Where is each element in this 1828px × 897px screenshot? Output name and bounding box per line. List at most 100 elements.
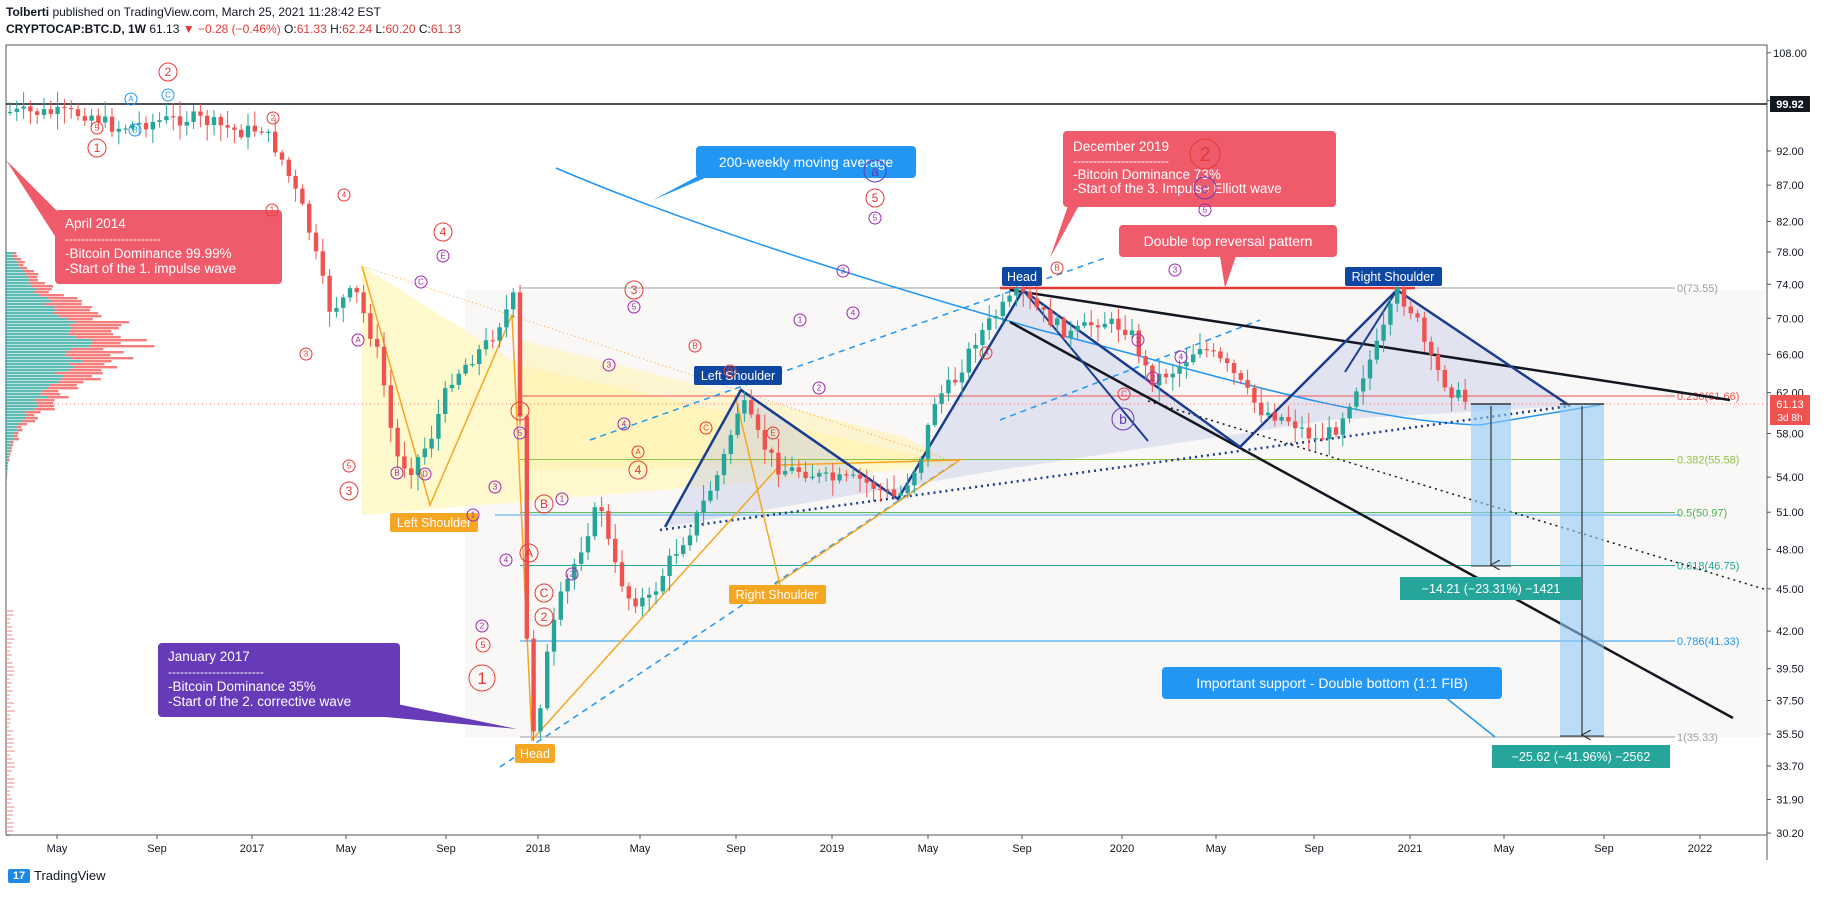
wave-text: a <box>871 163 879 179</box>
wave-label: B <box>534 494 554 514</box>
wave-label: 5 <box>868 211 882 225</box>
head1-label: Head <box>515 744 555 763</box>
volume-bar-tail <box>6 786 14 788</box>
wave-circle <box>565 567 579 581</box>
candle-body <box>191 111 196 123</box>
volume-bar-tail <box>6 638 15 640</box>
wave-label: C <box>534 583 554 603</box>
wave-circle <box>158 62 178 82</box>
wave-circle <box>602 358 616 372</box>
wave-circle <box>628 460 648 480</box>
wave-circle <box>627 300 641 314</box>
volume-bar-tail <box>6 782 15 784</box>
wave-circle <box>390 466 404 480</box>
candle-body <box>327 275 332 312</box>
volume-bar-tail <box>6 706 11 708</box>
wave-text: 5 <box>632 303 637 312</box>
volume-bar-down <box>36 288 52 291</box>
candle-body <box>1401 286 1407 307</box>
wave-label: 2 <box>1146 371 1160 385</box>
candle-body <box>817 472 822 477</box>
candle-body <box>517 292 523 417</box>
hs-right-leg <box>1344 289 1398 373</box>
volume-bar-down <box>6 474 8 477</box>
wave-circle <box>468 664 496 692</box>
volume-bar-up <box>6 333 69 336</box>
volume-bar-tail <box>6 654 12 656</box>
author-name[interactable]: Tolberti <box>6 5 50 19</box>
wave-circle <box>534 583 554 603</box>
candle-body <box>681 545 686 554</box>
candle-body <box>701 500 706 513</box>
wave-text: E <box>770 429 775 438</box>
wave-label: D <box>418 467 432 481</box>
wave-text: 3 <box>607 361 612 370</box>
wave-text: B <box>394 469 399 478</box>
wave-text: 3 <box>346 484 353 498</box>
candle-body <box>1429 341 1434 355</box>
candle-body <box>239 129 244 138</box>
price-tick-label: 66.00 <box>1776 349 1804 361</box>
candle-body <box>1102 323 1107 328</box>
candle-body <box>687 535 693 546</box>
wave-text: C <box>703 424 709 433</box>
volume-bar-down <box>29 279 38 282</box>
candle-body <box>1299 427 1305 429</box>
volume-bar-up <box>6 456 9 459</box>
price-axis[interactable]: 108.00 99.92 92.00 87.00 82.00 78.00 74.00 70.0… <box>1767 48 1807 840</box>
wave-text: B <box>1054 264 1059 273</box>
candle-body <box>633 598 638 607</box>
candle-body <box>545 651 550 709</box>
candle-body <box>1197 349 1203 355</box>
volume-bar-up <box>6 402 39 405</box>
price-tick-label: 37.50 <box>1776 695 1804 707</box>
fib-label: 1(35.33) <box>1677 732 1718 744</box>
fib-label: 0.786(41.33) <box>1677 636 1739 648</box>
candle-body <box>524 416 529 639</box>
candle-body <box>7 111 13 114</box>
candle-body <box>232 127 237 130</box>
candle-body <box>1211 350 1216 352</box>
volume-bar-up <box>6 435 14 438</box>
candle-body <box>1238 373 1243 380</box>
volume-bar-down <box>40 393 61 396</box>
volume-bar-up <box>6 411 25 414</box>
candle-body <box>449 384 455 389</box>
candle-body <box>776 452 781 475</box>
wave-label: 3 <box>624 280 644 300</box>
price-tick-label: 54.00 <box>1776 472 1804 484</box>
volume-bar-tail <box>6 630 13 632</box>
time-axis[interactable]: May Sep 2017 May Sep 2018 May Sep 2019 May Sep 2020… <box>47 835 1713 855</box>
dec2019-line1: -Bitcoin Dominance 73% <box>1073 167 1221 182</box>
dashed-mid-trend <box>999 319 1261 421</box>
volume-bar-up <box>6 267 21 270</box>
candle-body <box>585 536 591 553</box>
wave-label: 2 <box>158 62 178 82</box>
volume-bar-tail <box>6 622 10 624</box>
volume-bar-up <box>6 309 56 312</box>
measure-label-1: −14.21 (−23.31%) −1421 <box>1400 577 1582 600</box>
candle-body <box>1075 325 1080 331</box>
volume-bar-up <box>6 378 62 381</box>
open-value: 61.33 <box>296 22 327 36</box>
wave-text: b <box>1119 411 1127 427</box>
volume-bar-down <box>17 261 25 264</box>
candle-body <box>41 109 47 115</box>
current-price-marker: 61.13 3d 8h <box>1770 395 1810 425</box>
volume-bar-tail <box>6 766 15 768</box>
volume-bar-tail <box>6 646 12 648</box>
time-tick-label: 2018 <box>526 843 550 855</box>
high-marker-text: 99.92 <box>1776 99 1804 111</box>
candle-body <box>21 106 26 109</box>
time-tick-label: May <box>47 843 68 855</box>
candle-body <box>483 340 489 350</box>
footer-brand[interactable]: 17 TradingView <box>8 868 106 883</box>
candle-body <box>341 297 346 308</box>
price-tick-label: 58.00 <box>1776 428 1804 440</box>
candle-body <box>490 340 495 342</box>
wave-text: C <box>165 91 171 100</box>
volume-bar-up <box>6 315 60 318</box>
candle-body <box>1231 363 1237 374</box>
double-top-label: Double top reversal pattern <box>1144 233 1313 249</box>
